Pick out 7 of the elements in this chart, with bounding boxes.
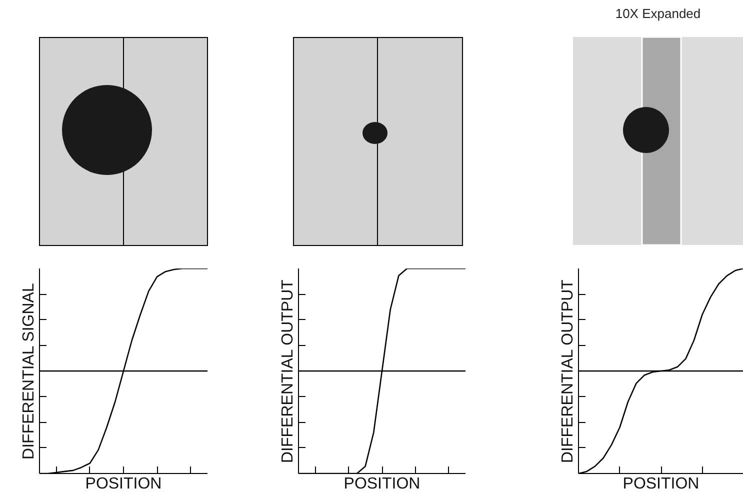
x-axis-title: POSITION <box>622 476 700 492</box>
y-axis-title: DIFFERENTIAL SIGNAL <box>20 283 38 460</box>
y-axis-title: DIFFERENTIAL OUTPUT <box>280 279 296 464</box>
x-axis-title: POSITION <box>344 476 420 492</box>
x-axis-title: POSITION <box>85 476 162 492</box>
y-axis-title: DIFFERENTIAL OUTPUT <box>560 279 576 464</box>
chart-title: 10X Expanded <box>615 6 701 21</box>
